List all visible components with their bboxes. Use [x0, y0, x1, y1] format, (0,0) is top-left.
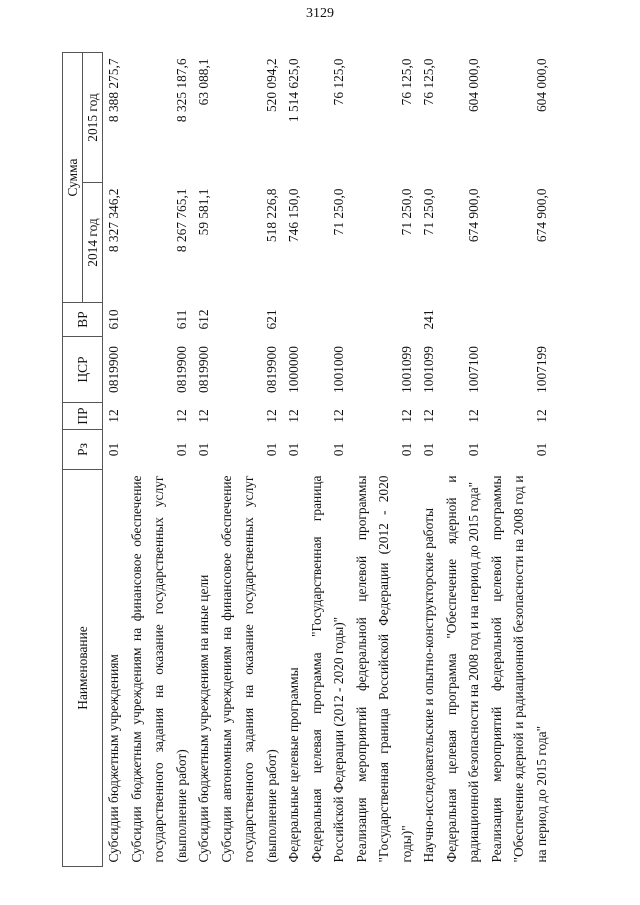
- row-csr: 0819900: [106, 346, 121, 393]
- table-row: Реализация мероприятий федеральной целев…: [486, 52, 554, 866]
- row-pr: 12: [173, 409, 189, 423]
- row-sum-2015: 63 088,1: [196, 58, 211, 106]
- row-rz: 01: [196, 442, 211, 457]
- row-pr: 12: [263, 409, 279, 423]
- table-row: Научно-исследовательские и опытно-констр…: [418, 52, 441, 866]
- table-row: Субсидии бюджетным учреждениям 01 12 081990…: [103, 52, 126, 866]
- row-sum-2014: 746 150,0: [286, 188, 301, 243]
- row-name: Субсидии бюджетным учреждениям на иные ц…: [196, 574, 211, 863]
- row-pr: 12: [398, 409, 414, 423]
- row-csr: 0819900: [173, 346, 189, 393]
- row-csr: 1000000: [286, 346, 301, 393]
- row-sum-2014: 674 900,0: [533, 188, 549, 243]
- row-sum-2015: 604 000,0: [533, 58, 549, 113]
- row-name: Федеральная целевая программа "Обеспечен…: [443, 475, 482, 863]
- row-vr: 610: [106, 309, 121, 330]
- row-pr: 12: [331, 409, 346, 423]
- row-csr: 1001099: [421, 346, 436, 393]
- row-sum-2014: 8 267 765,1: [173, 188, 189, 253]
- table-row: Субсидии бюджетным учреждениям на финанс…: [126, 52, 194, 866]
- row-name: Субсидии бюджетным учреждениям на финанс…: [128, 475, 189, 863]
- row-sum-2015: 8 325 187,6: [173, 58, 189, 123]
- header-pr: ПР: [62, 402, 103, 430]
- header-2014: 2014 год: [82, 182, 103, 303]
- table-row: Федеральные целевые программы 01 12 1000000…: [283, 52, 306, 866]
- row-sum-2014: 71 250,0: [331, 188, 346, 236]
- header-name: Наименование: [62, 469, 103, 867]
- budget-table: Наименование Рз ПР ЦСР ВР Сумма 2014 год…: [62, 52, 553, 867]
- header-sum: Сумма: [62, 52, 83, 303]
- header-rz: Рз: [62, 429, 103, 470]
- row-rz: 01: [466, 442, 481, 457]
- row-csr: 0819900: [263, 346, 279, 393]
- row-vr: 612: [196, 309, 211, 330]
- row-vr: [351, 303, 419, 337]
- row-name: Реализация мероприятий федеральной целев…: [488, 475, 549, 863]
- row-pr: 12: [106, 409, 121, 423]
- row-csr: 1007199: [533, 346, 549, 393]
- row-pr: 12: [286, 409, 301, 423]
- row-sum-2015: 76 125,0: [331, 58, 346, 106]
- row-sum-2014: 8 327 346,2: [106, 188, 121, 253]
- row-vr: 611: [173, 309, 189, 330]
- row-sum-2015: 604 000,0: [466, 58, 481, 113]
- table-row: Федеральная целевая программа "Государст…: [306, 52, 351, 866]
- row-vr: 241: [421, 309, 436, 330]
- table-row: Реализация мероприятий федеральной целев…: [351, 52, 419, 866]
- row-csr: 1007100: [466, 346, 481, 393]
- header-vr: ВР: [62, 302, 103, 337]
- header-csr: ЦСР: [62, 336, 103, 403]
- row-rz: 01: [398, 442, 414, 457]
- row-name: Субсидии бюджетным учреждениям: [106, 654, 121, 863]
- row-sum-2014: 71 250,0: [421, 188, 436, 236]
- row-vr: [441, 303, 486, 337]
- row-csr: 1001099: [398, 346, 414, 393]
- row-sum-2014: 518 226,8: [263, 188, 279, 243]
- row-csr: 0819900: [196, 346, 211, 393]
- row-rz: 01: [173, 442, 189, 457]
- table-row: Субсидии бюджетным учреждениям на иные ц…: [193, 52, 216, 866]
- row-rz: 01: [263, 442, 279, 457]
- row-pr: 12: [533, 409, 549, 423]
- row-name: Субсидии автономным учреждениям на финан…: [218, 475, 279, 863]
- row-sum-2015: 8 388 275,7: [106, 58, 121, 123]
- header-2015: 2015 год: [82, 52, 103, 183]
- row-sum-2014: 71 250,0: [398, 188, 414, 236]
- row-sum-2015: 1 514 625,0: [286, 58, 301, 123]
- row-vr: [306, 303, 351, 337]
- row-sum-2015: 76 125,0: [398, 58, 414, 106]
- row-vr: [283, 303, 306, 337]
- row-sum-2014: 59 581,1: [196, 188, 211, 236]
- table-row: Федеральная целевая программа "Обеспечен…: [441, 52, 486, 866]
- row-pr: 12: [421, 409, 436, 423]
- row-sum-2015: 520 094,2: [263, 58, 279, 113]
- row-name: Федеральные целевые программы: [286, 667, 301, 863]
- row-name: Реализация мероприятий федеральной целев…: [353, 475, 414, 863]
- row-vr: [486, 303, 554, 337]
- row-csr: 1001000: [331, 346, 346, 393]
- row-rz: 01: [106, 442, 121, 457]
- row-name: Научно-исследовательские и опытно-констр…: [421, 508, 436, 863]
- row-rz: 01: [421, 442, 436, 457]
- row-sum-2014: 674 900,0: [466, 188, 481, 243]
- row-vr: 621: [263, 309, 279, 330]
- row-pr: 12: [196, 409, 211, 423]
- table-row: Субсидии автономным учреждениям на финан…: [216, 52, 284, 866]
- row-rz: 01: [533, 442, 549, 457]
- row-name: Федеральная целевая программа "Государст…: [308, 475, 347, 863]
- row-rz: 01: [331, 442, 346, 457]
- row-rz: 01: [286, 442, 301, 457]
- row-pr: 12: [466, 409, 481, 423]
- row-sum-2015: 76 125,0: [421, 58, 436, 106]
- page-number: 3129: [306, 6, 334, 21]
